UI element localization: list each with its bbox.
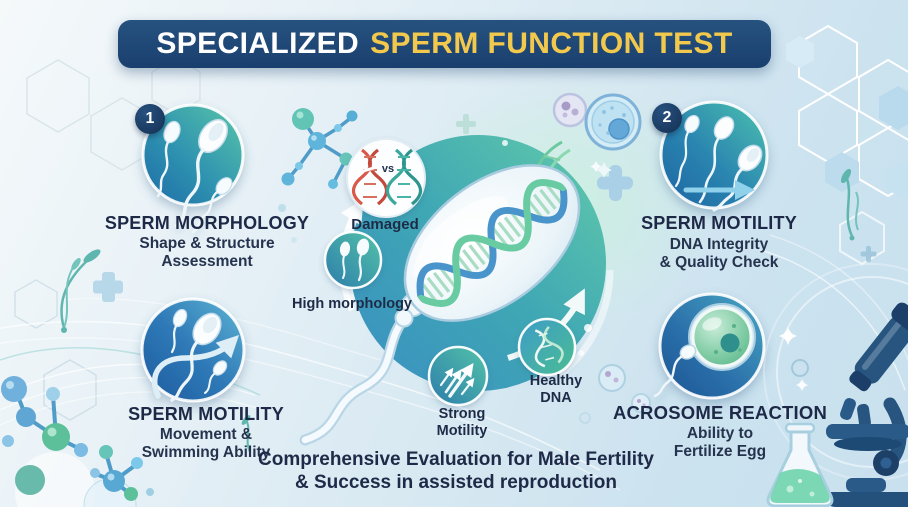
high-morphology-label: High morphology — [291, 296, 412, 312]
healthy-dna-label: Healthy DNA — [529, 373, 583, 406]
sperm-motility-dna-icon — [659, 100, 769, 212]
title-part-gold: SPERM FUNCTION TEST — [370, 27, 733, 60]
vs-label: vs — [381, 163, 395, 175]
hexagon-pattern-top-right — [786, 24, 908, 266]
plus-decorations — [93, 114, 877, 302]
panel-desc-acrosome: Ability to Fertilize Egg — [673, 425, 767, 460]
molecule-top-icon — [281, 108, 358, 189]
panel-title-motility-left: SPERM MOTILITY — [128, 404, 284, 424]
title-part-white: SPECIALIZED — [156, 27, 360, 60]
plant-swirl-right-icon — [840, 168, 859, 241]
hero-sperm-icon — [299, 164, 581, 446]
panel-title-acrosome: ACROSOME REACTION — [612, 402, 828, 423]
footer-text: Comprehensive Evaluation for Male Fertil… — [258, 449, 654, 493]
plant-swirl-left-icon — [60, 249, 101, 333]
step-badge-1: 1 — [135, 104, 165, 134]
sperm-motility-movement-icon — [140, 297, 246, 403]
flask-icon — [766, 422, 834, 507]
strong-motility-icon — [427, 345, 489, 407]
panel-desc-morphology: Shape & Structure Assessment — [139, 235, 275, 270]
panel-title-motility-right: SPERM MOTILITY — [641, 213, 797, 233]
molecule-bottom-left-icon — [1, 204, 297, 507]
microscope-icon — [763, 263, 908, 507]
dna-comparison-icon — [346, 138, 426, 218]
panel-desc-motility-left: Movement & Swimming Ability — [141, 426, 271, 461]
panel-title-morphology: SPERM MORPHOLOGY — [104, 213, 310, 233]
title-banner: SPECIALIZED SPERM FUNCTION TEST — [118, 20, 771, 68]
sperm-morphology-icon — [141, 103, 245, 234]
cell-cluster-bottom — [579, 364, 651, 424]
strong-motility-label: Strong Motility — [436, 406, 488, 439]
acrosome-reaction-icon — [653, 292, 766, 400]
healthy-dna-icon — [517, 317, 577, 377]
high-morphology-icon — [323, 230, 383, 290]
sparkle-decorations — [590, 161, 809, 391]
step-badge-2: 2 — [652, 103, 682, 133]
damaged-label: Damaged — [351, 216, 419, 233]
panel-desc-motility-right: DNA Integrity & Quality Check — [659, 236, 779, 271]
cell-cluster-top — [552, 92, 642, 151]
sprout-bottom-icon — [241, 415, 251, 453]
